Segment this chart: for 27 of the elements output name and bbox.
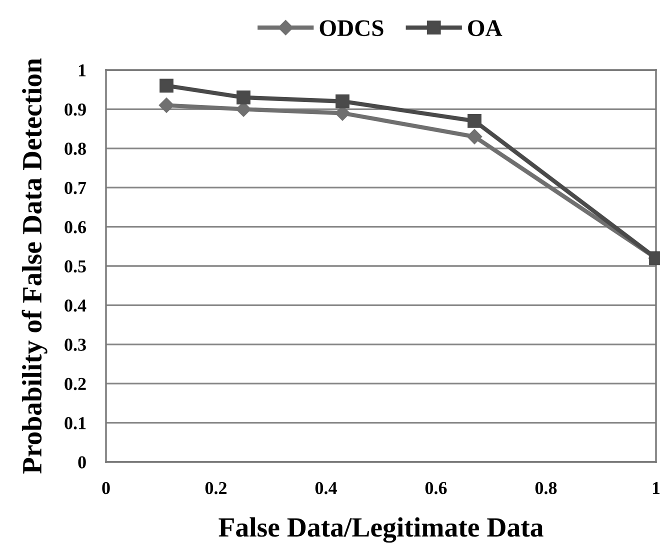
x-tick-label: 0 [102, 482, 110, 494]
y-tick-label: 0.7 [64, 182, 86, 194]
y-tick-label: 0.9 [64, 103, 86, 116]
y-tick-label: 0.8 [64, 142, 86, 155]
y-tick-label: 0 [78, 456, 86, 468]
legend-label: ODCS [320, 20, 384, 36]
point [158, 98, 174, 113]
point [468, 114, 482, 128]
y-axis-title: Probability of False Data Detection [22, 58, 48, 474]
y-tick-label: 0.4 [64, 299, 86, 312]
y-tick-label: 0.6 [64, 221, 86, 234]
point [160, 78, 174, 93]
y-tick-label: 1 [78, 64, 86, 76]
x-tick-label: 0.8 [535, 482, 557, 494]
x-tick-label: 0.4 [315, 482, 337, 494]
y-tick-label: 0.2 [64, 378, 86, 390]
x-tick-label: 1 [652, 482, 660, 494]
point [236, 90, 250, 104]
y-tick-label: 0.3 [64, 338, 86, 351]
y-tick-label: 0.5 [64, 260, 86, 273]
legend-label: OA [468, 20, 502, 36]
point [466, 129, 482, 144]
y-tick-label: 0.1 [64, 417, 86, 430]
x-tick-label: 0.6 [425, 482, 447, 494]
x-tick-label: 0.2 [205, 482, 227, 494]
x-axis-title: False Data/Legitimate Data [218, 517, 544, 543]
point [336, 94, 350, 108]
